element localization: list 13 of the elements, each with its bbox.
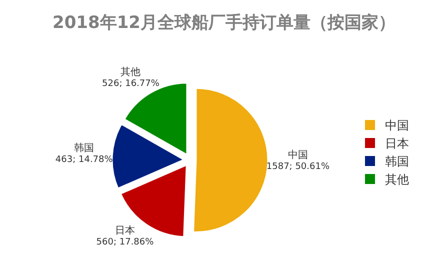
slice-label: 日本 bbox=[114, 224, 135, 237]
data-label: 560; 17.86% bbox=[96, 238, 154, 248]
legend-label: 其他 bbox=[385, 172, 409, 186]
slice-label: 韩国 bbox=[74, 142, 94, 154]
legend-label: 日本 bbox=[385, 136, 409, 150]
legend-label: 中国 bbox=[385, 118, 409, 132]
chart-title: 2018年12月全球船厂手持订单量（按国家） bbox=[52, 13, 396, 33]
data-label: 526; 16.77% bbox=[102, 78, 160, 89]
slice-label: 其他 bbox=[120, 66, 141, 78]
data-label: 1587; 50.61% bbox=[266, 162, 330, 172]
data-label: 463; 14.78% bbox=[55, 155, 114, 166]
slice-label: 中国 bbox=[288, 148, 308, 161]
legend-label: 韩国 bbox=[385, 154, 409, 168]
